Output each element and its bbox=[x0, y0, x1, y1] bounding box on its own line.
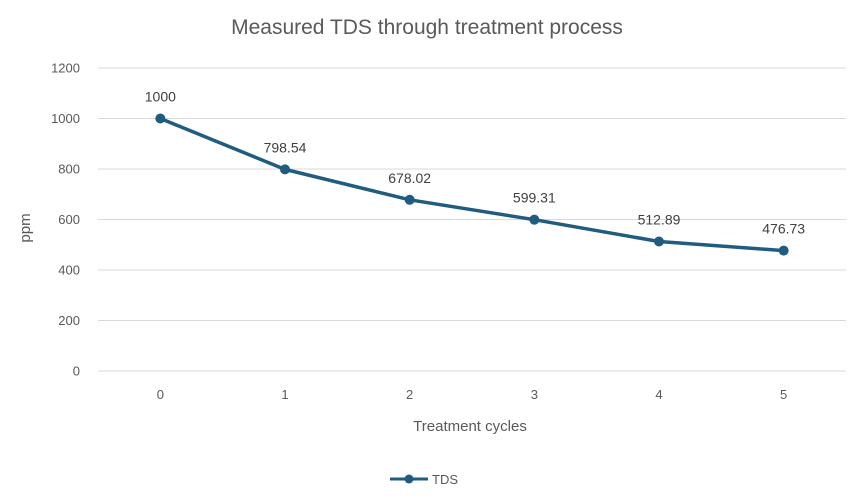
y-axis-ticks: 0 200 400 600 800 1000 1200 bbox=[51, 61, 80, 379]
gridlines bbox=[98, 67, 846, 372]
data-point[interactable] bbox=[280, 164, 290, 175]
data-point[interactable] bbox=[404, 194, 415, 205]
legend-label-tds: TDS bbox=[432, 472, 458, 487]
legend-dot-marker bbox=[404, 474, 414, 484]
x-tick-label: 3 bbox=[531, 387, 538, 402]
data-label: 678.02 bbox=[388, 170, 431, 186]
chart-title: Measured TDS through treatment process bbox=[231, 16, 623, 39]
y-tick-label: 1200 bbox=[51, 61, 80, 76]
data-point[interactable] bbox=[155, 113, 166, 124]
y-tick-label: 800 bbox=[58, 162, 80, 177]
x-tick-label: 0 bbox=[157, 387, 164, 402]
series-group bbox=[155, 113, 789, 256]
data-label: 1000 bbox=[145, 89, 176, 105]
data-label: 512.89 bbox=[638, 211, 681, 227]
data-labels: 1000 798.54 678.02 599.31 512.89 476.73 bbox=[145, 89, 806, 237]
data-point[interactable] bbox=[529, 214, 540, 225]
y-tick-label: 200 bbox=[58, 313, 80, 328]
data-label: 599.31 bbox=[513, 190, 556, 206]
data-label: 798.54 bbox=[264, 139, 307, 155]
y-tick-label: 600 bbox=[58, 212, 80, 227]
data-point[interactable] bbox=[654, 236, 664, 247]
x-axis-ticks: 0 1 2 3 4 5 bbox=[157, 387, 788, 402]
y-tick-label: 0 bbox=[73, 364, 80, 379]
data-label: 476.73 bbox=[762, 221, 805, 237]
y-tick-label: 400 bbox=[58, 263, 80, 278]
legend[interactable]: TDS bbox=[390, 472, 458, 487]
y-tick-label: 1000 bbox=[51, 111, 80, 126]
data-point[interactable] bbox=[778, 245, 789, 256]
x-tick-label: 2 bbox=[406, 387, 413, 402]
x-tick-label: 4 bbox=[655, 387, 662, 402]
y-axis-label: ppm bbox=[17, 213, 34, 242]
series-line-tds bbox=[158, 116, 786, 253]
x-tick-label: 5 bbox=[780, 387, 787, 402]
x-axis-label: Treatment cycles bbox=[413, 418, 527, 435]
x-tick-label: 1 bbox=[281, 387, 288, 402]
